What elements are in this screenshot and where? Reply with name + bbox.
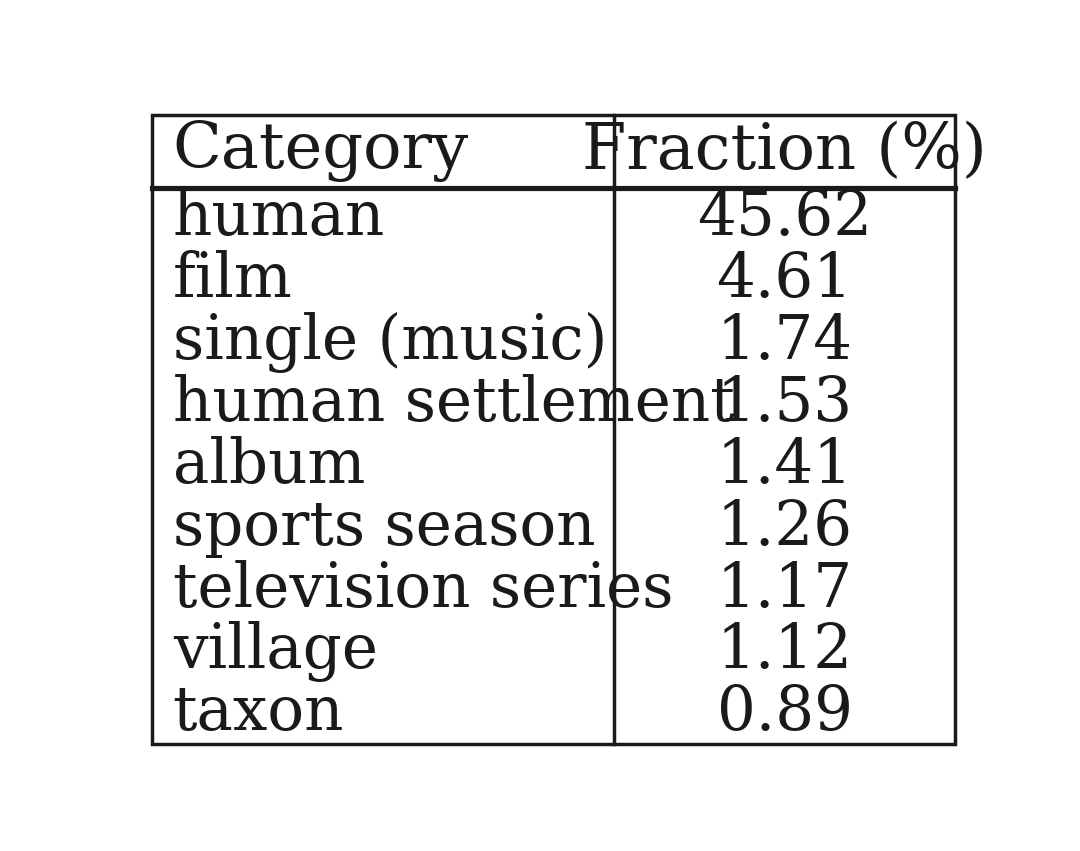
Text: 1.17: 1.17 [716, 560, 852, 620]
Text: single (music): single (music) [173, 311, 607, 373]
Text: taxon: taxon [173, 683, 345, 743]
Text: 4.61: 4.61 [716, 250, 852, 311]
Text: film: film [173, 250, 293, 311]
Text: 1.41: 1.41 [716, 436, 852, 496]
Text: 1.74: 1.74 [716, 312, 852, 372]
Text: television series: television series [173, 560, 673, 620]
Text: sports season: sports season [173, 498, 595, 557]
Text: 1.53: 1.53 [716, 374, 852, 434]
Text: 0.89: 0.89 [716, 683, 852, 743]
Text: 45.62: 45.62 [697, 189, 872, 248]
Text: village: village [173, 621, 378, 682]
Text: Fraction (%): Fraction (%) [582, 121, 987, 182]
Text: human settlement: human settlement [173, 374, 734, 434]
Text: 1.12: 1.12 [716, 621, 852, 682]
Text: human: human [173, 189, 386, 248]
Text: Category: Category [173, 120, 469, 182]
Text: 1.26: 1.26 [716, 498, 852, 557]
Text: album: album [173, 436, 365, 496]
